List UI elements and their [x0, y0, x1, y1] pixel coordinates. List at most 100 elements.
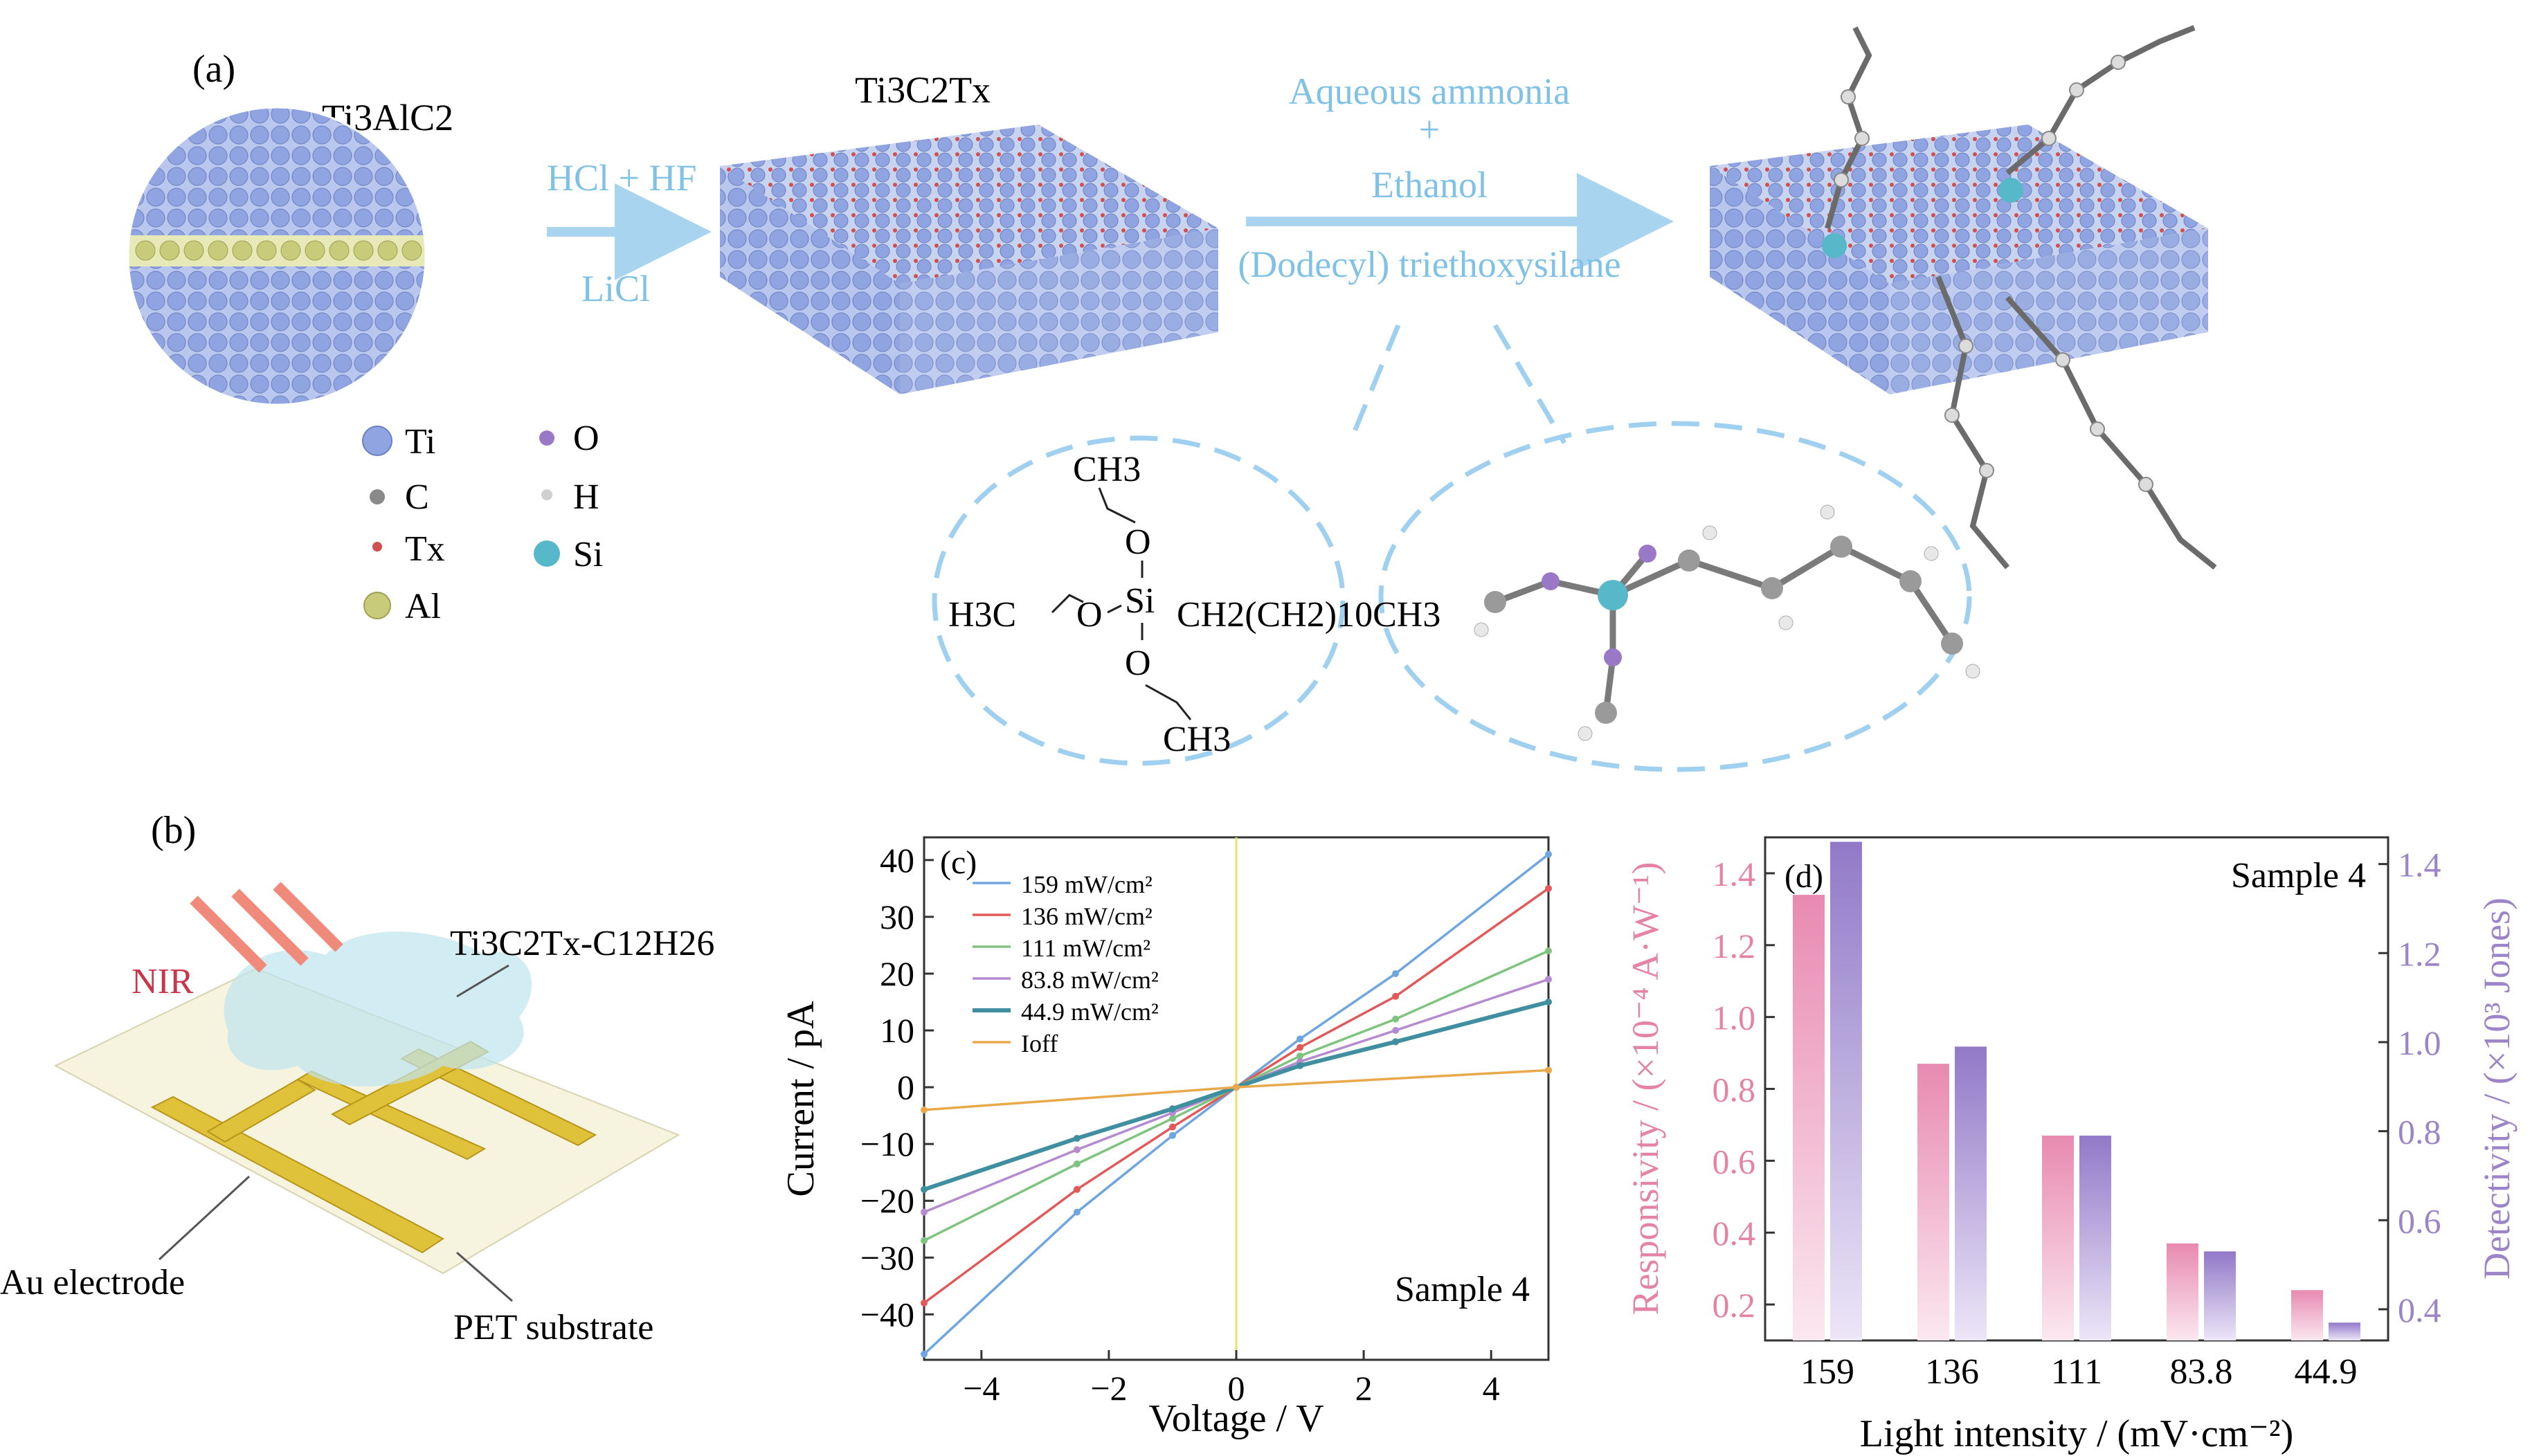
- legend-al: Al: [405, 587, 441, 626]
- formula-top-group: CH3: [1073, 450, 1141, 489]
- category-label: 44.9: [2295, 1352, 2358, 1392]
- y-tick-label: −40: [860, 1295, 914, 1334]
- electrode-label: Au electrode: [0, 1263, 185, 1302]
- data-point: [1392, 1015, 1400, 1023]
- legend-entry: 83.8 mW/cm²: [1021, 966, 1159, 994]
- panel-d-label: (d): [1784, 858, 1823, 895]
- panel-d-annotation: Sample 4: [2231, 856, 2366, 895]
- formula-si: Si: [1125, 581, 1155, 621]
- panel-d-right-ylabel: Detectivity / (×10³ Jones): [2476, 898, 2518, 1280]
- y-tick-label: 0: [897, 1068, 914, 1107]
- mxene-film-image: [224, 931, 532, 1086]
- o-legend-icon: [539, 430, 554, 446]
- panel-c-label: (c): [940, 844, 977, 881]
- panel-c-legend: 159 mW/cm² 136 mW/cm² 111 mW/cm² 83.8 mW/cm…: [973, 871, 1159, 1057]
- reagent-ammonia: Aqueous ammonia: [1289, 71, 1570, 112]
- legend-ti: Ti: [405, 422, 435, 462]
- data-point: [1392, 970, 1400, 977]
- data-point: [921, 1106, 928, 1113]
- reagent-ethanol: Ethanol: [1371, 164, 1488, 206]
- legend-h: H: [573, 477, 599, 517]
- y-tick-label: 20: [880, 954, 914, 993]
- data-point: [1168, 1123, 1176, 1131]
- reagent-silane: (Dodecyl) triethoxysilane: [1238, 244, 1620, 285]
- au-electrode-image: [150, 1040, 597, 1254]
- mxene-name: Ti3C2Tx: [855, 69, 991, 111]
- substrate-label: PET substrate: [453, 1308, 653, 1347]
- data-point: [921, 1208, 928, 1216]
- responsivity-bar: [1917, 1064, 1949, 1340]
- right-y-tick-label: 0.4: [2398, 1291, 2441, 1329]
- category-label: 136: [1925, 1352, 1979, 1392]
- data-point: [921, 1237, 928, 1244]
- data-point: [1168, 1131, 1176, 1139]
- responsivity-bar: [1793, 895, 1825, 1340]
- zoom-ellipses: [932, 324, 1972, 772]
- left-y-tick-label: 0.6: [1713, 1142, 1756, 1181]
- category-label: 111: [2051, 1352, 2102, 1392]
- data-point: [1545, 998, 1552, 1005]
- panel-a-label: (a): [192, 48, 235, 91]
- left-y-tick-label: 1.4: [1713, 855, 1756, 893]
- data-point: [1296, 1044, 1304, 1051]
- pet-substrate-image: [53, 967, 680, 1275]
- left-y-tick-label: 1.2: [1713, 927, 1756, 965]
- panel-a: (a) Ti3AlC2 HCl + HF LiCl Ti3C2Tx: [127, 25, 2217, 772]
- atom-legend: Ti C Tx Al O H Si: [362, 419, 603, 626]
- data-point: [1545, 976, 1552, 983]
- ti3c2tx-slab-image: [720, 125, 1218, 394]
- data-point: [921, 1185, 928, 1193]
- panel-b: (b) NIR Ti3C2Tx-C12H26 Au electrode PET …: [0, 809, 714, 1347]
- h-legend-icon: [541, 489, 552, 500]
- data-point: [921, 1299, 928, 1307]
- legend-o: O: [573, 419, 599, 458]
- category-label: 83.8: [2170, 1352, 2233, 1392]
- data-point: [1392, 992, 1400, 1000]
- tx-legend-icon: [372, 542, 382, 552]
- y-tick-label: 40: [880, 841, 914, 880]
- panel-c-annotation: Sample 4: [1395, 1270, 1530, 1309]
- x-tick-label: 4: [1483, 1369, 1500, 1408]
- legend-entry: 136 mW/cm²: [1021, 902, 1153, 930]
- data-point: [1545, 1066, 1552, 1074]
- legend-entry: 111 mW/cm²: [1021, 934, 1150, 962]
- detectivity-bar: [2329, 1322, 2360, 1340]
- data-point: [1392, 1027, 1400, 1035]
- legend-entry: 44.9 mW/cm²: [1021, 998, 1159, 1026]
- data-point: [1392, 1038, 1400, 1046]
- detectivity-bar: [2079, 1136, 2111, 1340]
- data-point: [1296, 1052, 1304, 1059]
- formula-o-bottom: O: [1125, 644, 1151, 683]
- data-point: [1073, 1185, 1081, 1193]
- nir-arrows: [190, 882, 343, 973]
- panel-d-bar-chart: (d) 159 136 111 83.8 44.9 0.2 0.4 0.6 0.8 1.0 1.2 1…: [1625, 836, 2518, 1455]
- x-tick-label: 2: [1355, 1369, 1373, 1408]
- data-point: [1073, 1160, 1081, 1167]
- data-point: [1168, 1115, 1176, 1122]
- formula-bottom-group: CH3: [1163, 720, 1231, 759]
- y-tick-label: 10: [880, 1011, 914, 1050]
- data-point: [1073, 1146, 1081, 1154]
- y-tick-label: −30: [860, 1238, 914, 1277]
- responsivity-bar: [2291, 1290, 2323, 1340]
- right-y-tick-label: 1.2: [2398, 934, 2441, 973]
- data-point: [1073, 1134, 1081, 1142]
- detectivity-bar: [1955, 1046, 1987, 1340]
- legend-c: C: [405, 477, 429, 517]
- responsivity-bar: [2042, 1136, 2074, 1340]
- si-legend-icon: [534, 540, 560, 567]
- panel-c-xlabel: Voltage / V: [1148, 1397, 1323, 1440]
- left-y-tick-label: 1.0: [1713, 999, 1756, 1037]
- nir-label: NIR: [132, 962, 194, 1001]
- x-tick-label: −2: [1090, 1369, 1127, 1408]
- formula-left-group: H3C: [948, 595, 1016, 635]
- panel-b-label: (b): [151, 809, 196, 852]
- data-point: [1545, 947, 1552, 955]
- etch-reagent: HCl + HF: [547, 157, 697, 199]
- silane-structural-formula: CH3 O Si H3C O CH2(CH2)10CH3 O CH3: [948, 450, 1440, 759]
- al-legend-icon: [363, 592, 391, 619]
- legend-entry: Ioff: [1021, 1030, 1058, 1057]
- right-y-tick-label: 1.4: [2398, 846, 2441, 884]
- right-y-tick-label: 0.8: [2398, 1113, 2441, 1152]
